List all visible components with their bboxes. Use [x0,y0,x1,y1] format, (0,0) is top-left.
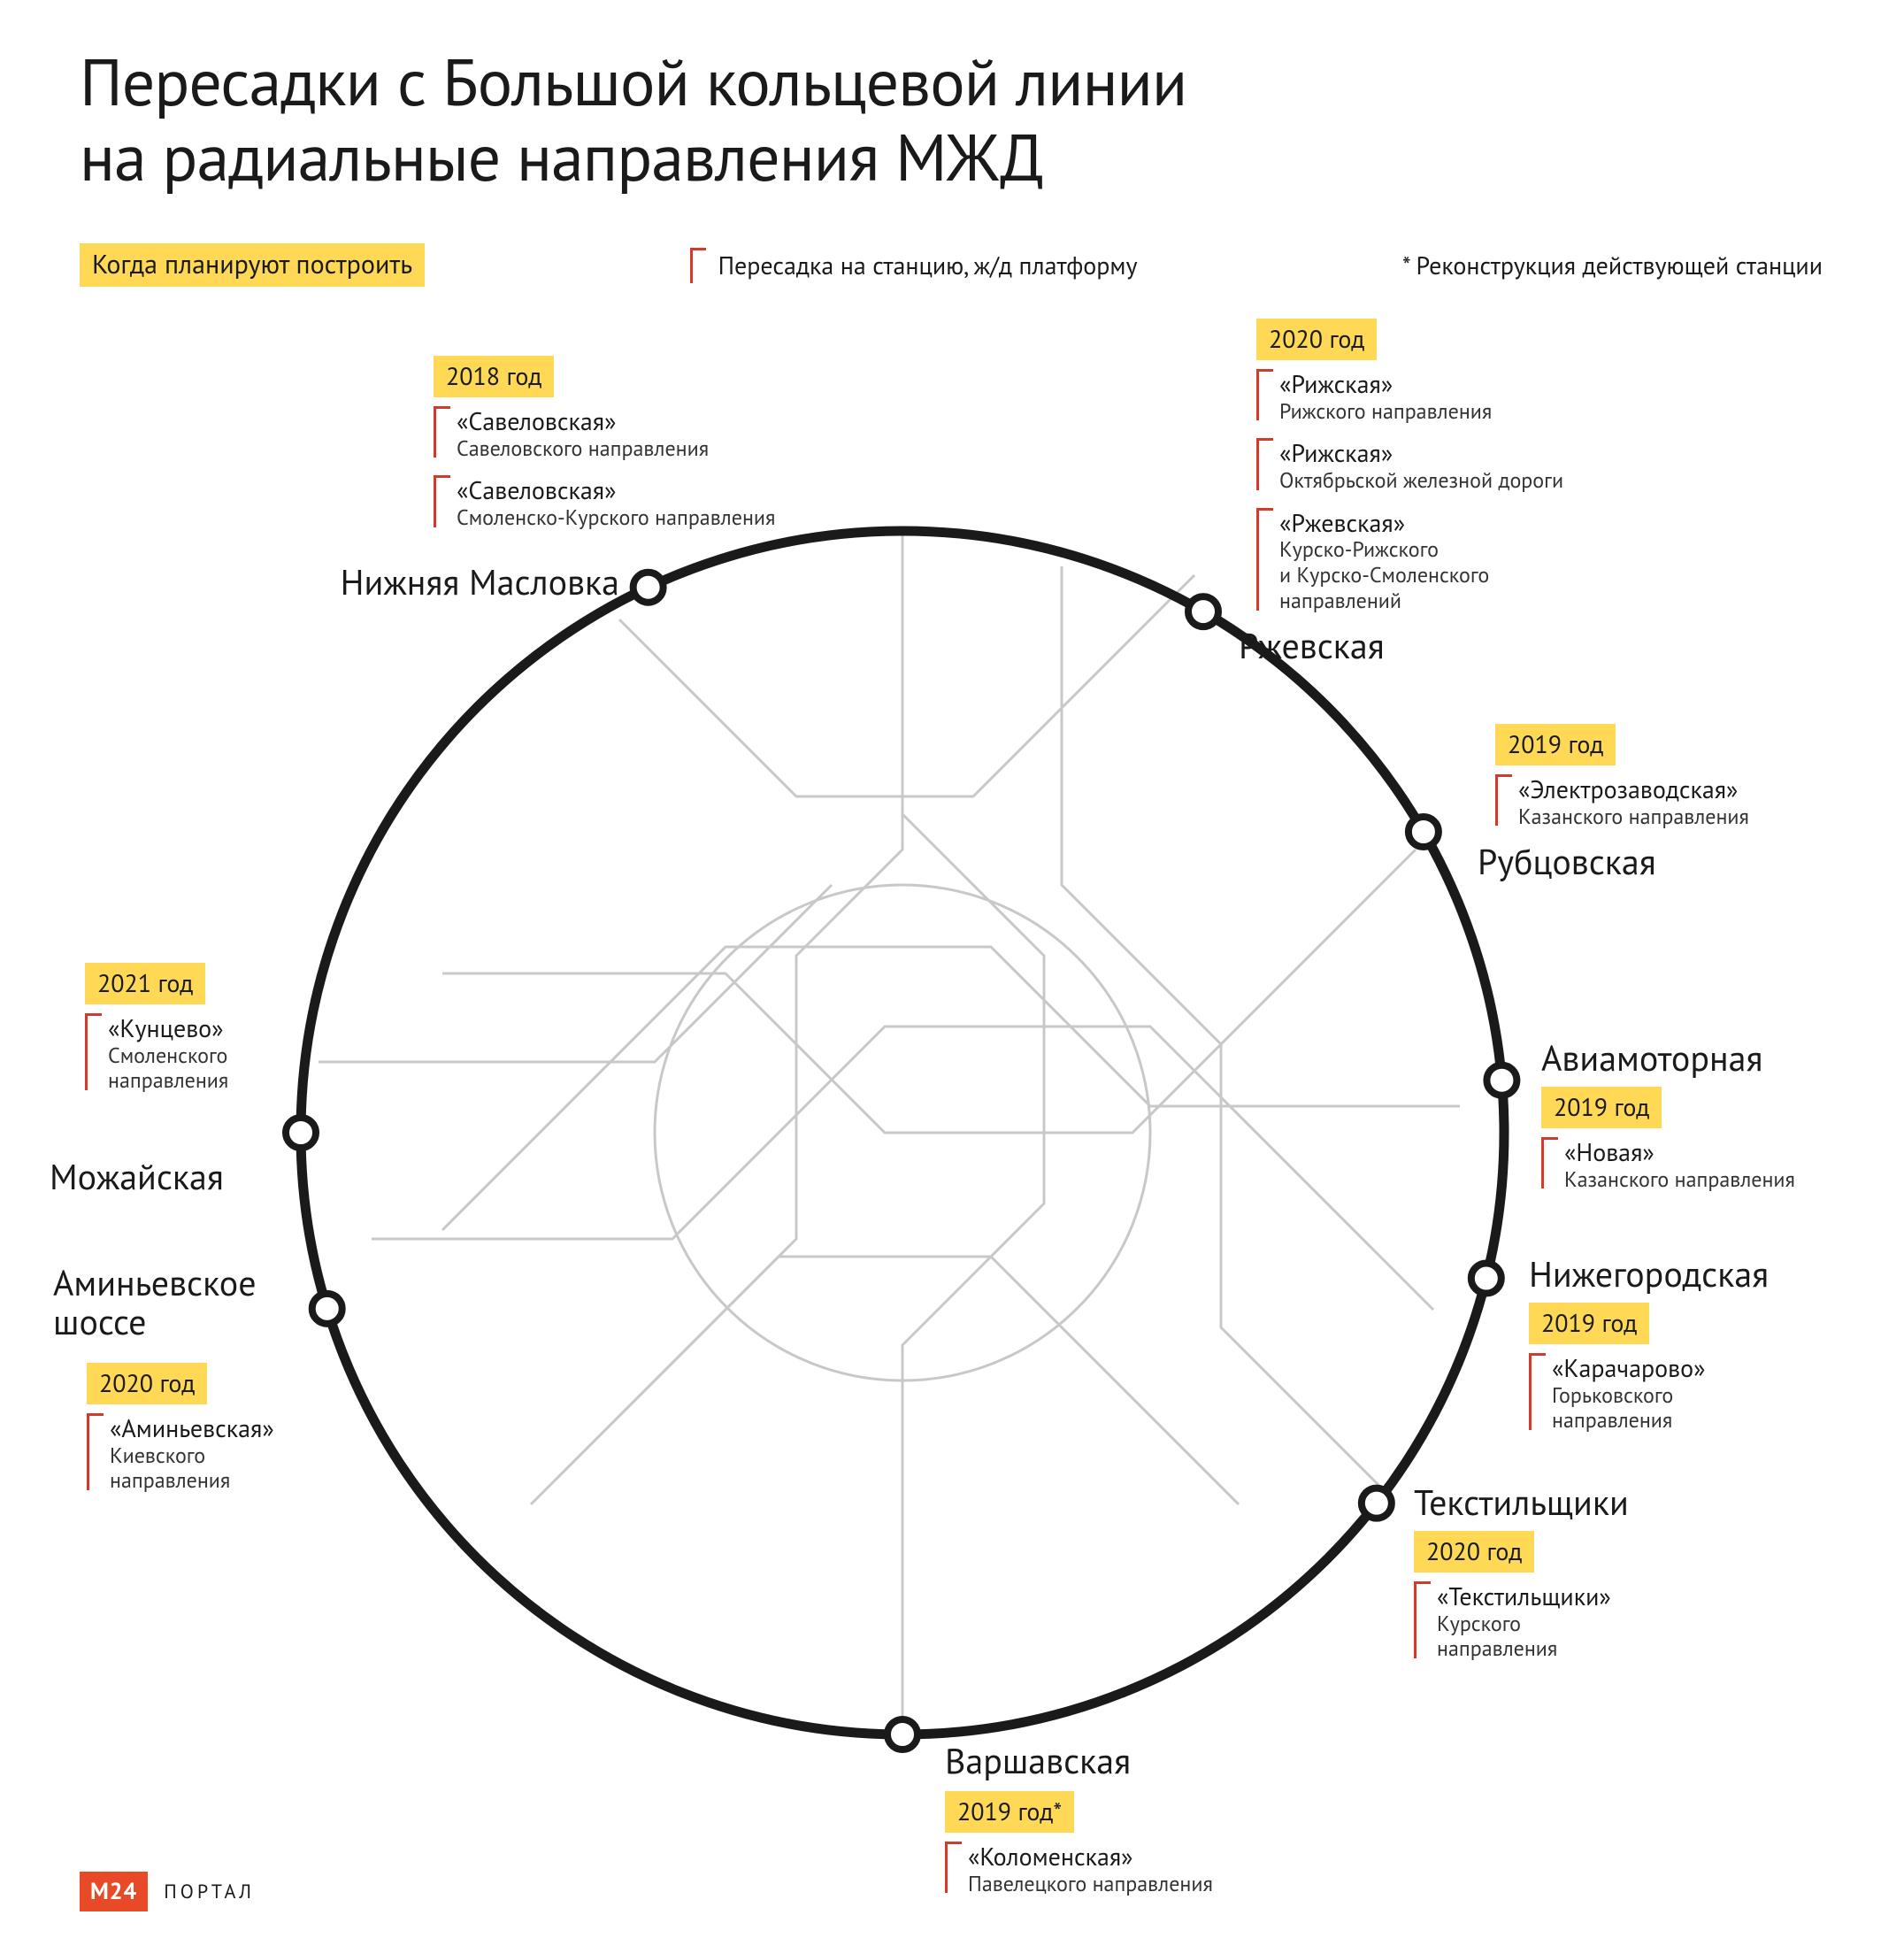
transfer-item: «Новая»Казанского направления [1541,1137,1904,1192]
station-label-tekstilshchiki: Текстильщики [1414,1483,1768,1522]
station-label-aviamotornaya: Авиамоторная [1541,1039,1895,1078]
callout-nizhegorodskaya: 2019 год «Карачарово»Горьковскогонаправле… [1529,1303,1900,1448]
callout-rubtsovskaya: 2019 год «Электрозаводская»Казанского нап… [1495,724,1867,843]
year-tag: 2019 год* [945,1791,1074,1833]
station-label-aminyevskoe: Аминьевскоешоссе [53,1264,319,1342]
station-label-varshavskaya: Варшавская [945,1742,1299,1780]
year-tag: 2021 год [85,963,205,1004]
station-label-nizhegorodskaya: Нижегородская [1529,1255,1883,1294]
transfer-item: «Кунцево»Смоленскогонаправления [85,1013,457,1094]
station-label-maslovka: Нижняя Масловка [265,563,619,602]
transfer-item: «Савеловская»Смоленско-Курского направле… [434,475,805,530]
transfer-item: «Коломенская»Павелецкого направления [945,1842,1317,1896]
callout-varshavskaya: 2019 год* «Коломенская»Павелецкого направ… [945,1791,1317,1911]
year-tag: 2019 год [1541,1087,1662,1128]
callout-rzhevskaya: 2020 год «Рижская»Рижского направления «Ри… [1256,319,1628,628]
year-tag: 2020 год [1414,1531,1534,1573]
callout-mozhayskaya: 2021 год «Кунцево»Смоленскогонаправления [85,963,457,1108]
station-label-mozhayskaya: Можайская [50,1157,297,1196]
year-tag: 2018 год [434,356,554,397]
station-label-rzhevskaya: Ржевская [1239,627,1593,665]
transfer-item: «Рижская»Рижского направления [1256,369,1628,424]
transfer-item: «Ржевская»Курско-Рижскогои Курско-Смолен… [1256,508,1628,614]
footer-portal: ПОРТАЛ [164,1880,255,1904]
year-tag: 2020 год [87,1363,207,1404]
transfer-item: «Савеловская»Савеловского направления [434,406,805,461]
station-label-rubtsovskaya: Рубцовская [1478,842,1831,881]
callout-tekstilshchiki: 2020 год «Текстильщики»Курскогонаправлени… [1414,1531,1785,1676]
callout-maslovka: 2018 год «Савеловская»Савеловского направ… [434,356,805,545]
footer: M24 ПОРТАЛ [80,1872,255,1911]
transfer-item: «Текстильщики»Курскогонаправления [1414,1581,1785,1662]
m24-logo: M24 [80,1872,148,1911]
transfer-item: «Карачарово»Горьковскогонаправления [1529,1353,1900,1434]
transfer-item: «Рижская»Октябрьской железной дороги [1256,438,1628,493]
transfer-item: «Электрозаводская»Казанского направления [1495,774,1867,829]
year-tag: 2019 год [1495,724,1616,765]
year-tag: 2020 год [1256,319,1377,360]
year-tag: 2019 год [1529,1303,1649,1344]
callout-aminyevskoe: 2020 год «Аминьевская»Киевскогонаправлени… [87,1363,458,1508]
transfer-item: «Аминьевская»Киевскогонаправления [87,1413,458,1494]
callout-aviamotornaya: 2019 год «Новая»Казанского направления [1541,1087,1904,1206]
